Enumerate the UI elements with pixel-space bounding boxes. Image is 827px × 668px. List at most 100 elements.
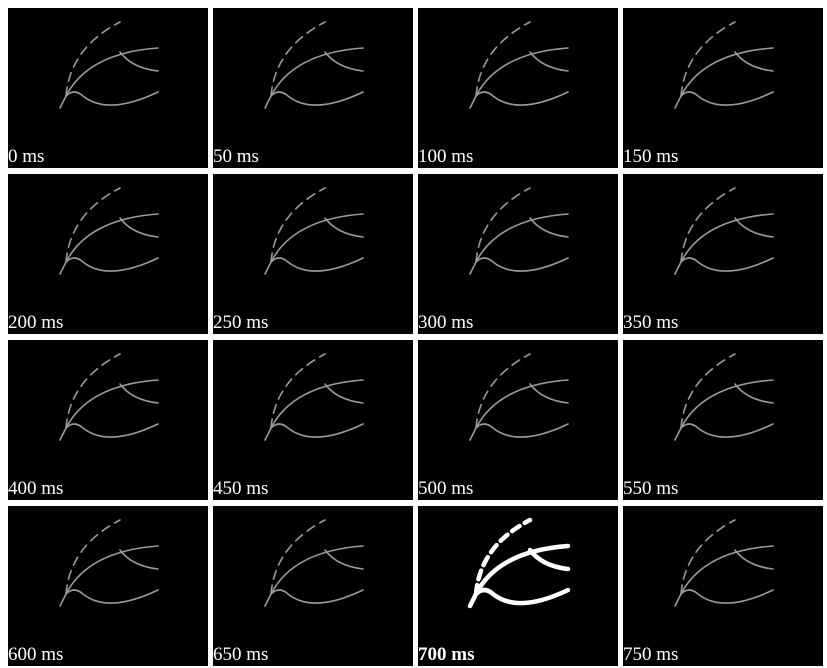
- time-label: 150 ms: [623, 146, 678, 168]
- time-label: 350 ms: [623, 312, 678, 334]
- vessel: [66, 258, 158, 271]
- vessel: [675, 428, 681, 440]
- frame-image: [418, 8, 618, 168]
- time-label: 100 ms: [418, 146, 473, 168]
- vessel: [325, 550, 363, 569]
- frame-image: [213, 506, 413, 666]
- vessel: [66, 188, 120, 262]
- vessel: [476, 188, 530, 262]
- frame: 200 ms: [8, 174, 208, 334]
- vessel: [476, 424, 568, 437]
- frame: 500 ms: [418, 340, 618, 500]
- vessel: [476, 214, 568, 262]
- vessel: [66, 546, 158, 594]
- frame-image: [213, 174, 413, 334]
- frame: 400 ms: [8, 340, 208, 500]
- vessel: [66, 214, 158, 262]
- vessel: [66, 380, 158, 428]
- vessel: [60, 262, 66, 274]
- vessel: [530, 384, 568, 403]
- vessel: [325, 52, 363, 71]
- frame: 300 ms: [418, 174, 618, 334]
- vessel: [271, 520, 325, 594]
- frame-image: [8, 506, 208, 666]
- frame-grid: 0 ms 50 ms 100 ms 150 ms 200 ms 250 ms 300 ms 3…: [0, 0, 827, 668]
- time-label: 50 ms: [213, 146, 259, 168]
- frame: 150 ms: [623, 8, 823, 168]
- vessel: [675, 594, 681, 606]
- vessel: [265, 428, 271, 440]
- vessel: [735, 384, 773, 403]
- time-label: 300 ms: [418, 312, 473, 334]
- vessel: [271, 380, 363, 428]
- frame-image: [213, 8, 413, 168]
- vessel: [681, 424, 773, 437]
- frame-image: [213, 340, 413, 500]
- vessel: [265, 262, 271, 274]
- frame: 700 ms: [418, 506, 618, 666]
- frame-image: [8, 174, 208, 334]
- vessel: [120, 384, 158, 403]
- vessel: [66, 520, 120, 594]
- vessel: [271, 48, 363, 96]
- vessel: [470, 262, 476, 274]
- vessel: [120, 550, 158, 569]
- frame-image: [418, 174, 618, 334]
- vessel: [530, 52, 568, 71]
- vessel: [271, 92, 363, 105]
- frame: 600 ms: [8, 506, 208, 666]
- vessel: [271, 258, 363, 271]
- time-label: 250 ms: [213, 312, 268, 334]
- frame-image: [8, 8, 208, 168]
- vessel: [271, 354, 325, 428]
- vessel: [470, 594, 476, 606]
- frame-image: [8, 340, 208, 500]
- vessel: [476, 380, 568, 428]
- frame-image: [418, 506, 618, 666]
- vessel: [265, 594, 271, 606]
- vessel: [60, 428, 66, 440]
- vessel: [66, 22, 120, 96]
- time-label: 650 ms: [213, 644, 268, 666]
- vessel: [66, 48, 158, 96]
- vessel: [530, 218, 568, 237]
- vessel: [675, 96, 681, 108]
- vessel: [271, 214, 363, 262]
- vessel: [476, 590, 568, 603]
- vessel: [470, 428, 476, 440]
- vessel: [271, 546, 363, 594]
- time-label: 600 ms: [8, 644, 63, 666]
- vessel: [470, 96, 476, 108]
- vessel: [681, 258, 773, 271]
- frame-image: [623, 340, 823, 500]
- vessel: [120, 52, 158, 71]
- vessel: [66, 590, 158, 603]
- frame-image: [623, 506, 823, 666]
- time-label: 450 ms: [213, 478, 268, 500]
- vessel: [271, 22, 325, 96]
- time-label: 0 ms: [8, 146, 44, 168]
- frame: 0 ms: [8, 8, 208, 168]
- vessel: [735, 550, 773, 569]
- vessel: [681, 380, 773, 428]
- frame-image: [623, 174, 823, 334]
- vessel: [681, 92, 773, 105]
- vessel: [66, 424, 158, 437]
- vessel: [476, 92, 568, 105]
- vessel: [476, 354, 530, 428]
- frame: 350 ms: [623, 174, 823, 334]
- frame: 750 ms: [623, 506, 823, 666]
- vessel: [675, 262, 681, 274]
- vessel: [271, 188, 325, 262]
- time-label: 200 ms: [8, 312, 63, 334]
- vessel: [681, 520, 735, 594]
- vessel: [476, 22, 530, 96]
- vessel: [681, 48, 773, 96]
- frame-image: [418, 340, 618, 500]
- vessel: [476, 258, 568, 271]
- vessel: [681, 188, 735, 262]
- vessel: [681, 546, 773, 594]
- time-label: 750 ms: [623, 644, 678, 666]
- frame: 650 ms: [213, 506, 413, 666]
- vessel: [735, 52, 773, 71]
